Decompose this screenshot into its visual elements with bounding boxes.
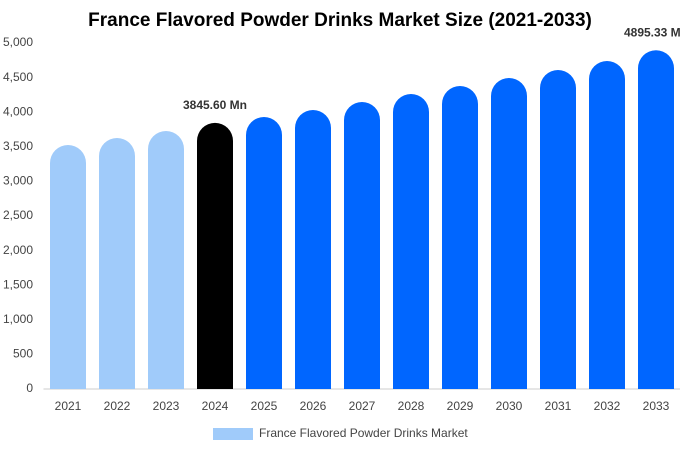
legend-label: France Flavored Powder Drinks Market [259,426,468,440]
bar [540,69,576,389]
data-label: 4895.33 Mn [624,25,680,39]
legend-swatch [213,428,253,440]
y-tick-label: 0 [26,381,33,395]
bar [295,109,331,390]
bar [491,78,527,389]
x-tick-label: 2021 [55,399,82,413]
bar [344,102,380,390]
y-tick-label: 3,500 [3,139,33,153]
x-tick-label: 2022 [104,399,131,413]
x-tick-label: 2024 [202,399,229,413]
bar [197,122,233,390]
x-tick-label: 2032 [594,399,621,413]
y-tick-label: 1,000 [3,312,33,326]
chart-title: France Flavored Powder Drinks Market Siz… [88,10,592,31]
x-tick-label: 2027 [349,399,376,413]
x-tick-label: 2033 [643,399,670,413]
x-tick-label: 2023 [153,399,180,413]
y-tick-label: 500 [13,347,33,361]
bar [638,50,674,389]
bar [148,131,184,389]
y-tick-label: 5,000 [3,35,33,49]
x-tick-label: 2028 [398,399,425,413]
x-tick-label: 2025 [251,399,278,413]
y-tick-label: 2,000 [3,243,33,257]
y-tick-label: 1,500 [3,277,33,291]
bar [246,116,282,389]
bar [442,85,478,389]
y-tick-label: 2,500 [3,208,33,222]
y-tick-label: 4,000 [3,104,33,118]
bar [393,94,429,389]
data-label: 3845.60 Mn [183,98,247,112]
x-tick-label: 2031 [545,399,572,413]
bar [589,60,625,389]
bar [99,138,135,389]
x-tick-label: 2030 [496,399,523,413]
x-tick-label: 2026 [300,399,327,413]
bar [50,145,86,389]
y-tick-label: 4,500 [3,70,33,84]
x-tick-label: 2029 [447,399,474,413]
y-tick-label: 3,000 [3,174,33,188]
